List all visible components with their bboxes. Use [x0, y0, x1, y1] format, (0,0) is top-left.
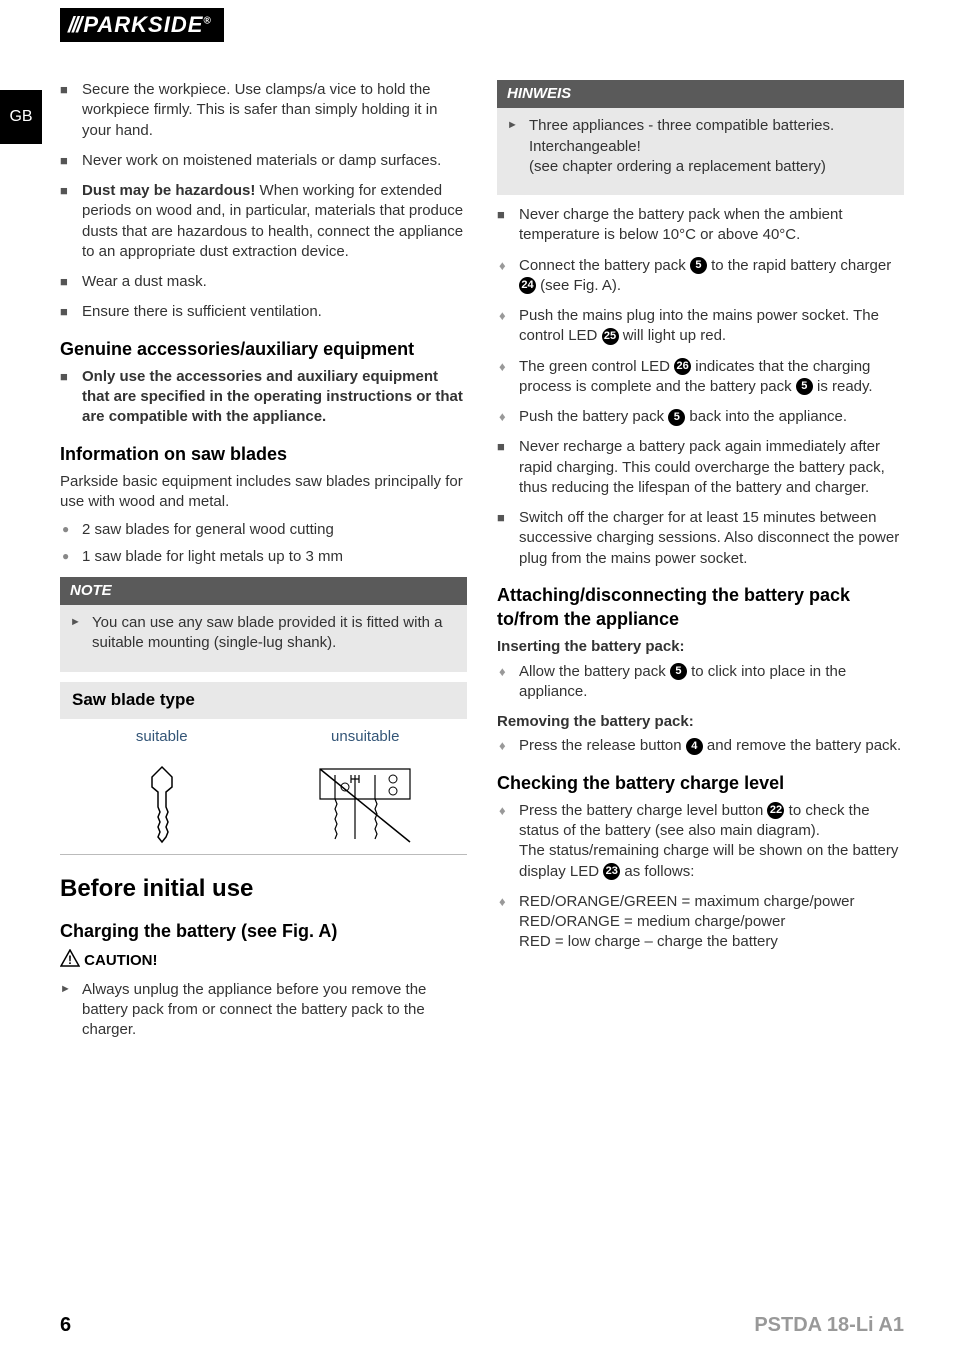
- unsuitable-label: unsuitable: [264, 719, 468, 755]
- caution-item: Always unplug the appliance before you r…: [60, 980, 467, 1041]
- insert-list: Allow the battery pack 5 to click into p…: [497, 662, 904, 703]
- hinweis-heading: HINWEIS: [497, 80, 904, 108]
- insert-h-text: Inserting the battery pack:: [497, 638, 685, 655]
- charge-note: Never recharge a battery pack again imme…: [497, 437, 904, 498]
- heading-genuine: Genuine accessories/auxiliary equipment: [60, 337, 467, 361]
- footer: 6 PSTDA 18-Li A1: [60, 1314, 904, 1337]
- remove-heading: Removing the battery pack:: [497, 712, 904, 732]
- page-number: 6: [60, 1314, 71, 1337]
- right-column: HINWEIS Three appliances - three compati…: [497, 80, 904, 1048]
- blade-table: suitable unsuitable: [60, 719, 467, 855]
- unsuitable-image: [264, 755, 468, 855]
- charge-warn-list: Never charge the battery pack when the a…: [497, 205, 904, 246]
- suitable-blade-icon: [132, 757, 192, 852]
- intro-item: Wear a dust mask.: [60, 272, 467, 292]
- charge-notes-list: Never recharge a battery pack again imme…: [497, 437, 904, 569]
- model-number: PSTDA 18-Li A1: [754, 1314, 904, 1337]
- info-dot-item: 1 saw blade for light metals up to 3 mm: [60, 547, 467, 567]
- hinweis-item: Three appliances - three compatible batt…: [507, 116, 894, 177]
- brand-logo: ///PARKSIDE®: [60, 8, 224, 42]
- content-columns: Secure the workpiece. Use clamps/a vice …: [0, 50, 954, 1048]
- charge-warn-item: Never charge the battery pack when the a…: [497, 205, 904, 246]
- intro-item: Secure the workpiece. Use clamps/a vice …: [60, 80, 467, 141]
- table-col-suitable: suitable: [60, 719, 264, 855]
- note-list: You can use any saw blade provided it is…: [70, 613, 457, 654]
- suitable-label: suitable: [60, 719, 264, 755]
- charge-step: Push the battery pack 5 back into the ap…: [497, 407, 904, 427]
- heading-attach: Attaching/disconnecting the battery pack…: [497, 583, 904, 632]
- header: ///PARKSIDE®: [0, 0, 954, 50]
- charge-steps-list: Connect the battery pack 5 to the rapid …: [497, 256, 904, 428]
- check-item: RED/ORANGE/GREEN = maximum charge/power …: [497, 892, 904, 953]
- remove-item: Press the release button 4 and remove th…: [497, 736, 904, 756]
- language-tab: GB: [0, 90, 42, 144]
- intro-item: Dust may be hazardous! When working for …: [60, 181, 467, 262]
- check-list-text: RED/ORANGE/GREEN = maximum charge/power: [519, 893, 855, 910]
- caution-list: Always unplug the appliance before you r…: [60, 980, 467, 1041]
- check-item: Press the battery charge level button 22…: [497, 801, 904, 882]
- heading-charging: Charging the battery (see Fig. A): [60, 919, 467, 943]
- info-dot-item: 2 saw blades for general wood cutting: [60, 520, 467, 540]
- caution-heading: ! CAUTION!: [60, 949, 467, 973]
- hinweis-text2: (see chapter ordering a replacement batt…: [529, 158, 826, 175]
- hinweis-list: Three appliances - three compatible batt…: [507, 116, 894, 177]
- charge-step: Push the mains plug into the mains power…: [497, 306, 904, 347]
- table-col-unsuitable: unsuitable: [264, 719, 468, 855]
- logo-slashes: ///: [68, 12, 80, 37]
- check-l3-text: RED = low charge – charge the battery: [519, 933, 778, 950]
- check-list: Press the battery charge level button 22…: [497, 801, 904, 953]
- svg-text:!: !: [68, 953, 72, 967]
- note-body: You can use any saw blade provided it is…: [60, 605, 467, 672]
- genuine-text: Only use the accessories and auxiliary e…: [82, 368, 463, 426]
- intro-list: Secure the workpiece. Use clamps/a vice …: [60, 80, 467, 323]
- note-box: NOTE You can use any saw blade provided …: [60, 577, 467, 672]
- check-text1: Press the battery charge level button 22…: [519, 802, 870, 839]
- caution-label: CAUTION!: [84, 953, 157, 970]
- charge-step: The green control LED 26 indicates that …: [497, 357, 904, 398]
- genuine-list: Only use the accessories and auxiliary e…: [60, 367, 467, 428]
- check-text2: The status/remaining charge will be show…: [519, 842, 898, 879]
- insert-item: Allow the battery pack 5 to click into p…: [497, 662, 904, 703]
- hinweis-box: HINWEIS Three appliances - three compati…: [497, 80, 904, 195]
- unsuitable-blade-icon: [315, 757, 415, 852]
- info-para: Parkside basic equipment includes saw bl…: [60, 472, 467, 513]
- table-heading: Saw blade type: [60, 682, 467, 719]
- heading-check: Checking the battery charge level: [497, 771, 904, 795]
- remove-h-text: Removing the battery pack:: [497, 713, 694, 730]
- intro-item: Never work on moistened materials or dam…: [60, 151, 467, 171]
- note-item: You can use any saw blade provided it is…: [70, 613, 457, 654]
- hinweis-body: Three appliances - three compatible batt…: [497, 108, 904, 195]
- genuine-item: Only use the accessories and auxiliary e…: [60, 367, 467, 428]
- note-heading: NOTE: [60, 577, 467, 605]
- logo-reg: ®: [203, 16, 211, 27]
- suitable-image: [60, 755, 264, 855]
- heading-info: Information on saw blades: [60, 442, 467, 466]
- check-l2-text: RED/ORANGE = medium charge/power: [519, 913, 785, 930]
- language-label: GB: [9, 108, 32, 126]
- charge-step: Connect the battery pack 5 to the rapid …: [497, 256, 904, 297]
- remove-list: Press the release button 4 and remove th…: [497, 736, 904, 756]
- info-dot-list: 2 saw blades for general wood cutting 1 …: [60, 520, 467, 567]
- hinweis-text1: Three appliances - three compatible batt…: [529, 117, 834, 154]
- logo-text: PARKSIDE: [83, 12, 203, 37]
- heading-before: Before initial use: [60, 873, 467, 905]
- left-column: Secure the workpiece. Use clamps/a vice …: [60, 80, 467, 1048]
- insert-heading: Inserting the battery pack:: [497, 637, 904, 657]
- intro-item: Ensure there is sufficient ventilation.: [60, 302, 467, 322]
- warning-triangle-icon: !: [60, 949, 80, 973]
- charge-note: Switch off the charger for at least 15 m…: [497, 508, 904, 569]
